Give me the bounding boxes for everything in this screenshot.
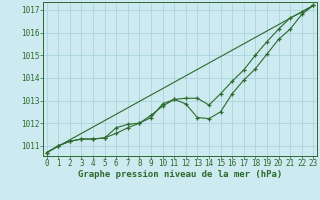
X-axis label: Graphe pression niveau de la mer (hPa): Graphe pression niveau de la mer (hPa) <box>78 170 282 179</box>
